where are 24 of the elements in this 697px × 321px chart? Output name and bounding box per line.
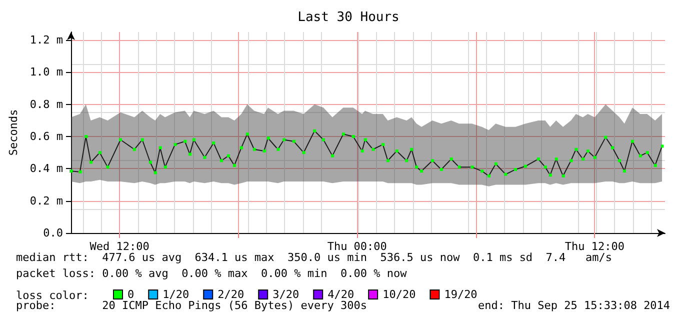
legend-label: 19/20	[444, 288, 478, 301]
chart-title: Last 30 Hours	[298, 10, 400, 25]
text: probe: 20 ICMP Echo Pings (56 Bytes) every 300s	[16, 299, 367, 312]
y-tick-label: 0.6 m	[30, 130, 64, 144]
legend-label: 3/20	[272, 288, 300, 301]
text: median rtt: 477.6 us avg 634.1 us max 350.0 us min 536.5 us now 0.1 ms sd 7.4 am/s	[16, 251, 612, 264]
y-tick-label: 1.0 m	[30, 66, 64, 79]
x-tick-label: Thu 00:00	[327, 240, 387, 253]
x-tick-label: Wed 12:00	[90, 240, 150, 253]
y-tick-label: 0.0	[43, 226, 64, 240]
legend-label: 1/20	[162, 288, 190, 301]
legend-label: 10/20	[382, 288, 416, 301]
legend-label: 0	[128, 288, 134, 301]
y-tick-label: 0.4 m	[30, 162, 64, 176]
text: packet loss: 0.00 % avg 0.00 % max 0.00 % min 0.00 % now	[16, 267, 407, 280]
legend-title: loss color:	[16, 289, 89, 302]
y-axis-title: Seconds	[7, 109, 20, 156]
text: end: Thu Sep 25 15:33:08 2014	[478, 299, 670, 312]
y-tick-label: 0.2 m	[30, 194, 64, 208]
y-tick-label: 0.8 m	[30, 98, 64, 111]
y-tick-label: 1.2 m	[30, 34, 64, 47]
legend-label: 2/20	[218, 288, 244, 301]
legend-label: 4/20	[328, 288, 354, 301]
x-tick-label: Thu 12:00	[564, 240, 625, 253]
